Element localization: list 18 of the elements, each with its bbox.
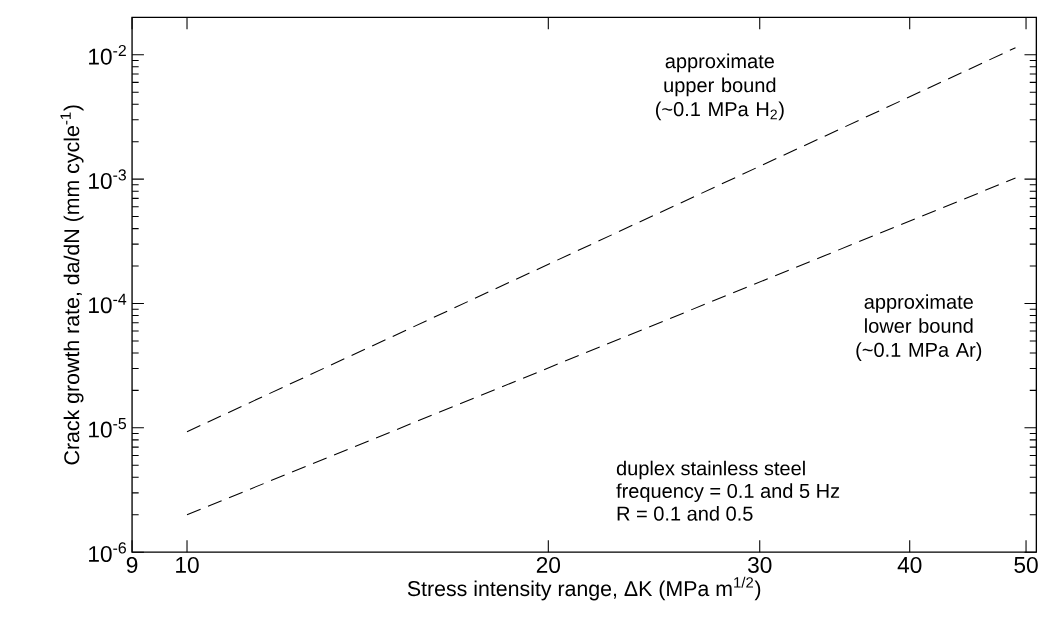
y-tick-label: 10$^{-5}$ xyxy=(89,418,127,438)
annotation: approximate upper bound (~0.1 MPa H$_{2}$) xyxy=(655,53,784,121)
annotation: R = 0.1 and 0.5 xyxy=(617,506,753,521)
x-tick-label: 10 xyxy=(176,556,199,574)
x-tick-label: 40 xyxy=(897,556,922,574)
annotation: duplex stainless steel xyxy=(616,460,805,480)
x-tick-label: 50 xyxy=(1014,556,1038,574)
x-axis-title: Stress intensity range, ΔK (MPa m$^{1/2}$) xyxy=(407,576,761,601)
y-tick-label: 10$^{-6}$ xyxy=(89,542,126,563)
x-tick-label: 9 xyxy=(126,556,138,574)
y-tick-label: 10$^{-2}$ xyxy=(89,45,126,65)
x-tick-label: 30 xyxy=(747,556,772,574)
y-axis-title: Crack growth rate, da/dN (mm cycle$^{-1}$) xyxy=(60,105,84,465)
y-tick-label: 10$^{-4}$ xyxy=(89,293,127,314)
annotation: approximate lower bound (~0.1 MPa Ar) xyxy=(856,294,982,361)
annotation: frequency = 0.1 and 5 Hz xyxy=(616,483,840,503)
x-tick-label: 20 xyxy=(536,556,561,574)
y-tick-label: 10$^{-3}$ xyxy=(89,169,126,190)
